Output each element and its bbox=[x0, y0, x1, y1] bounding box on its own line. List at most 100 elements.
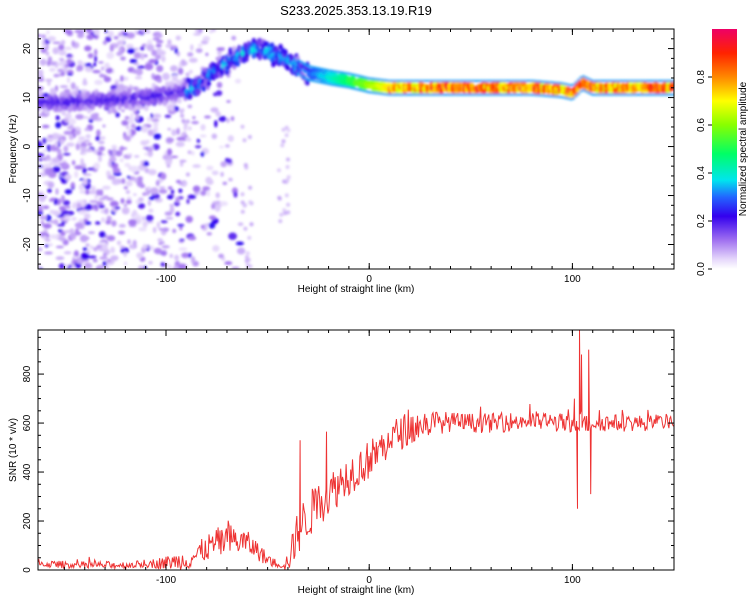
spectrogram-ridge-blob bbox=[642, 79, 646, 83]
spectrogram-noise-blob bbox=[183, 123, 188, 128]
spectrogram-noise-blob bbox=[92, 258, 98, 263]
spectrogram-ridge-blob bbox=[389, 79, 393, 83]
spectrogram-noise-blob bbox=[219, 201, 228, 207]
spectrogram-noise-blob bbox=[55, 115, 60, 121]
spectrogram-noise-blob bbox=[165, 159, 173, 165]
spectrogram-noise-blob bbox=[227, 158, 233, 164]
spectrogram-noise-blob bbox=[102, 261, 107, 267]
spectrogram-noise-blob bbox=[38, 34, 42, 38]
spectrogram-ridge-blob bbox=[311, 79, 315, 83]
spectrogram-noise-blob bbox=[52, 165, 61, 173]
spectrogram-noise-blob bbox=[128, 219, 137, 226]
spectrogram-ridge-blob bbox=[399, 79, 402, 83]
spectrogram-noise-blob bbox=[63, 130, 72, 135]
spectrogram-ridge-blob bbox=[423, 93, 427, 96]
spectrogram-ridge-blob bbox=[542, 94, 546, 97]
spectrogram-noise-blob bbox=[98, 197, 106, 201]
spectrogram-ridge-blob bbox=[144, 105, 149, 112]
spectrogram-noise-blob bbox=[93, 247, 98, 252]
spectrogram-ridge-blob bbox=[381, 92, 385, 96]
spectrogram-noise-blob bbox=[140, 46, 145, 51]
spectrogram-noise-blob bbox=[215, 192, 220, 199]
spectrogram-noise-blob bbox=[153, 247, 163, 254]
spectrogram-ridge-blob bbox=[83, 104, 88, 111]
spectrogram-ridge-blob bbox=[462, 93, 466, 96]
x-tick-label: 100 bbox=[564, 274, 581, 285]
spectrogram-noise-blob bbox=[75, 143, 80, 151]
spectrogram-blobs bbox=[38, 29, 674, 269]
spectrogram-noise-blob bbox=[45, 51, 50, 56]
spectrogram-noise-blob bbox=[211, 203, 216, 210]
spectrogram-noise-blob bbox=[233, 191, 238, 198]
spectrogram-noise-blob bbox=[67, 73, 73, 76]
spectrogram-noise-blob bbox=[231, 35, 237, 41]
spectrogram-ridge-blob bbox=[591, 93, 595, 96]
spectrogram-noise-blob bbox=[87, 142, 93, 146]
x-tick-label: 100 bbox=[564, 575, 581, 586]
spectrogram-noise-blob bbox=[108, 149, 112, 155]
spectrogram-ridge-blob bbox=[338, 84, 341, 88]
spectrogram-ridge-blob bbox=[584, 90, 588, 93]
y-tick-label: 0 bbox=[22, 143, 33, 149]
spectrogram-ridge-blob bbox=[177, 97, 182, 104]
spectrogram-noise-blob bbox=[38, 69, 44, 77]
spectrogram-noise-blob bbox=[126, 32, 136, 39]
spectrogram-noise-blob bbox=[59, 85, 69, 88]
spectrogram-noise-blob bbox=[85, 148, 93, 153]
spectrogram-ridge-blob bbox=[285, 64, 291, 71]
spectrogram-noise-blob bbox=[280, 143, 285, 148]
spectrogram-noise-blob bbox=[61, 210, 70, 216]
spectrogram-noise-blob bbox=[38, 78, 45, 82]
spectrogram-noise-blob bbox=[63, 145, 69, 153]
spectrogram-noise-blob bbox=[122, 32, 128, 37]
spectrogram-ridge-blob bbox=[117, 87, 122, 94]
spectrogram-ridge-blob bbox=[455, 93, 459, 96]
colorbar-gradient bbox=[712, 29, 737, 269]
spectrogram-ridge-blob bbox=[540, 80, 544, 83]
snr-frame bbox=[37, 329, 675, 571]
spectrogram-noise-blob bbox=[67, 125, 75, 130]
spectrogram-noise-blob bbox=[70, 232, 77, 240]
spectrogram-ridge-blob bbox=[403, 79, 407, 83]
spectrogram-noise-blob bbox=[192, 164, 201, 168]
spectrogram-ridge-blob bbox=[525, 79, 529, 83]
spectrogram-noise-blob bbox=[89, 200, 98, 204]
spectrogram-noise-blob bbox=[120, 56, 126, 61]
spectrogram-noise-blob bbox=[62, 152, 71, 156]
spectrogram-noise-blob bbox=[178, 188, 183, 194]
spectrogram-ridge-blob bbox=[601, 79, 605, 83]
spectrogram-ridge-blob bbox=[340, 71, 344, 74]
spectrogram-noise-blob bbox=[82, 167, 87, 174]
spectrogram-noise-blob bbox=[120, 247, 130, 254]
spectrogram-ridge-blob bbox=[489, 79, 493, 83]
spectrogram-noise-blob bbox=[174, 254, 180, 261]
spectrogram-noise-blob bbox=[48, 170, 57, 179]
spectrogram-ridge-blob bbox=[381, 79, 385, 82]
spectrogram-noise-blob bbox=[102, 195, 109, 199]
spectrogram-noise-blob bbox=[156, 37, 160, 44]
spectrogram-noise-blob bbox=[136, 32, 143, 35]
spectrogram-ridge-blob bbox=[503, 93, 507, 96]
spectrogram-ridge-blob bbox=[657, 93, 661, 96]
spectrogram-ridge-blob bbox=[650, 79, 654, 83]
spectrogram-ridge-blob bbox=[547, 81, 551, 84]
spectrogram-ridge-blob bbox=[628, 79, 632, 83]
spectrogram-noise-blob bbox=[87, 53, 94, 59]
spectrogram-ridge-blob bbox=[508, 93, 512, 96]
spectrogram-noise-blob bbox=[56, 198, 62, 206]
spectrogram-ridge-blob bbox=[623, 93, 627, 96]
spectrogram-ridge-blob bbox=[464, 93, 468, 96]
spectrogram-noise-blob bbox=[83, 139, 91, 143]
spectrogram-noise-blob bbox=[181, 252, 190, 259]
spectrogram-noise-blob bbox=[126, 153, 133, 157]
spectrogram-ridge-blob bbox=[418, 93, 422, 96]
spectrogram-ridge-blob bbox=[328, 83, 332, 86]
spectrogram-noise-blob bbox=[187, 52, 194, 57]
spectrogram-noise-blob bbox=[172, 228, 177, 234]
spectrogram-noise-blob bbox=[95, 135, 100, 141]
spectrogram-ridge-blob bbox=[669, 79, 673, 83]
spectrogram-noise-blob bbox=[211, 133, 218, 140]
spectrogram-ridge-blob bbox=[445, 93, 449, 96]
spectrogram-noise-blob bbox=[142, 220, 148, 228]
